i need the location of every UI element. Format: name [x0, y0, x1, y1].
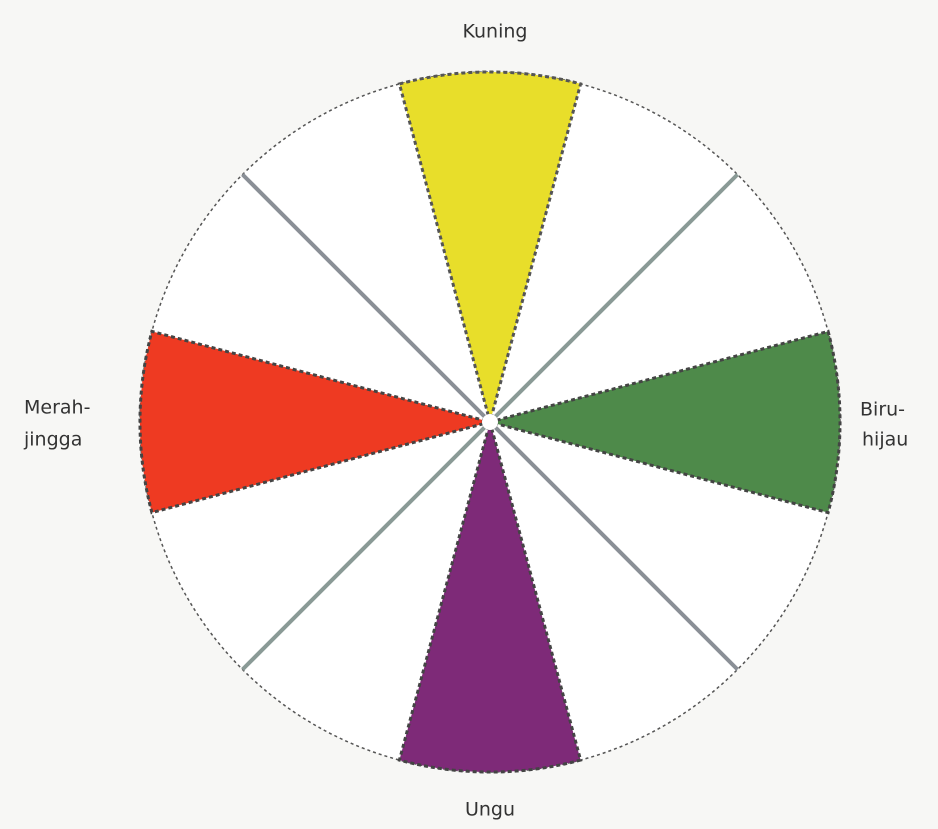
label: Ungu	[465, 799, 515, 821]
label: Biru-	[860, 399, 905, 421]
blue-green-wedge	[484, 329, 842, 515]
yellow-wedge	[397, 70, 583, 428]
label: jingga	[23, 429, 82, 451]
label: hijau	[862, 429, 908, 451]
purple-wedge	[397, 416, 583, 774]
label: Merah-	[24, 397, 90, 419]
label: Kuning	[463, 21, 528, 43]
center	[482, 414, 498, 430]
red-orange-wedge	[138, 329, 496, 515]
